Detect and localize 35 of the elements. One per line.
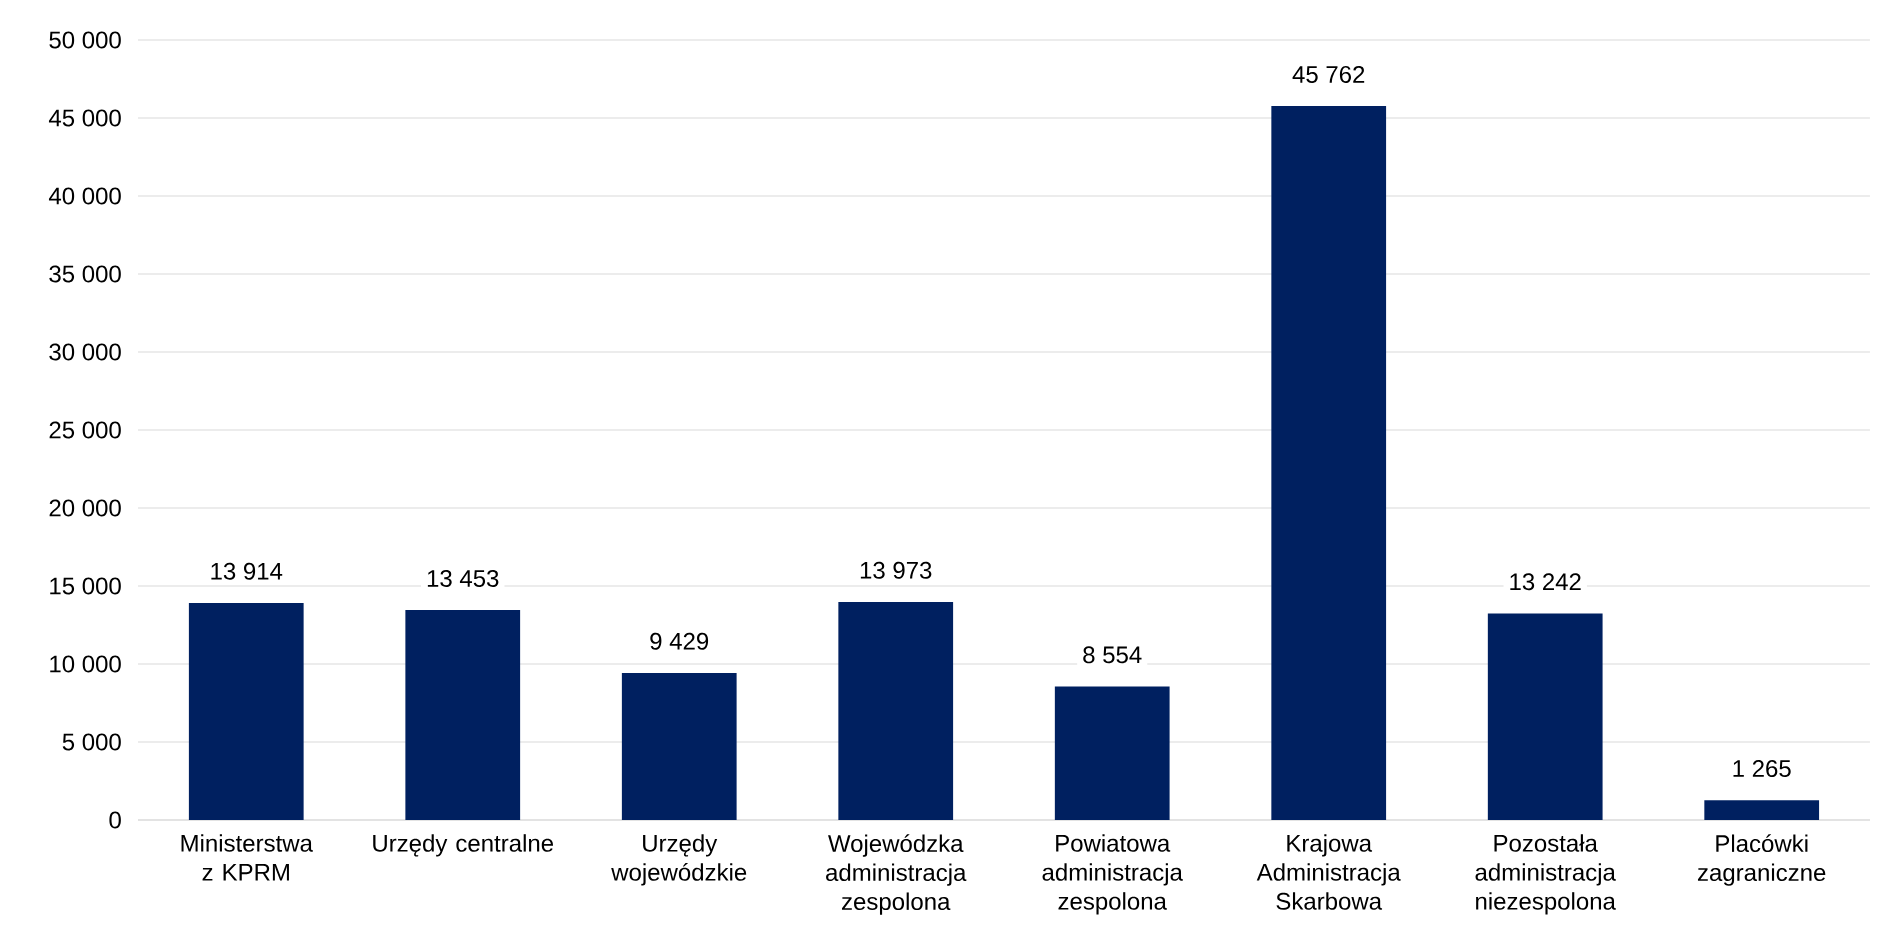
bar <box>1487 613 1603 820</box>
data-label: 13 453 <box>427 569 499 587</box>
x-tick-label: Powiatowa administracja zespolona <box>1042 834 1183 915</box>
data-label: 13 914 <box>211 562 283 580</box>
x-tick-label: Urzędy wojewódzkie <box>611 834 747 886</box>
y-tick-label: 35 000 <box>49 265 121 283</box>
x-tick-label: Wojewódzka administracja zespolona <box>826 834 967 915</box>
data-label: 1 265 <box>1733 760 1791 778</box>
data-label: 9 429 <box>650 632 709 650</box>
y-tick-label: 45 000 <box>48 109 121 127</box>
bar <box>1271 106 1387 820</box>
x-tick-label: Krajowa Administracja Skarbowa <box>1256 834 1401 910</box>
bar <box>405 610 521 820</box>
bar <box>621 672 737 820</box>
bar <box>1704 800 1820 820</box>
data-label: 13 973 <box>860 561 932 579</box>
y-tick-label: 25 000 <box>49 421 121 439</box>
x-tick-label: Urzędy centralne <box>373 834 554 857</box>
y-tick-label: 10 000 <box>50 655 121 673</box>
y-tick-label: 50 000 <box>49 31 121 49</box>
bar <box>1054 686 1170 820</box>
x-tick-label: Placówki zagraniczne <box>1697 834 1826 886</box>
data-label: 8 554 <box>1083 646 1142 664</box>
y-tick-label: 40 000 <box>48 187 121 205</box>
x-tick-label: Pozostała administracja niezespolona <box>1475 834 1616 915</box>
bar <box>838 602 954 820</box>
data-label: 45 762 <box>1292 65 1365 83</box>
y-tick-label: 30 000 <box>49 343 121 361</box>
y-tick-label: 0 <box>109 811 121 829</box>
y-tick-label: 20 000 <box>49 499 121 517</box>
bar <box>188 602 304 820</box>
y-tick-label: 5 000 <box>62 733 121 751</box>
x-tick-label: Ministerstwa z KPRM <box>181 834 313 881</box>
y-tick-label: 15 000 <box>50 577 121 595</box>
data-label: 13 242 <box>1510 573 1581 591</box>
